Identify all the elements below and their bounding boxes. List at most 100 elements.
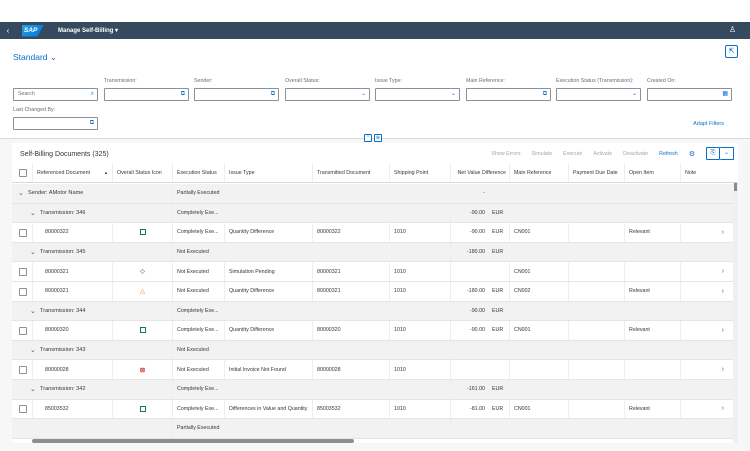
table-row[interactable]: 80000028 ⊠ Not Executed Initial Invoice Not…: [12, 360, 738, 380]
column-header-label[interactable]: Open Item: [629, 169, 654, 176]
transmission-field[interactable]: ⧉: [104, 88, 189, 101]
status-error-icon: ⊠: [139, 366, 146, 374]
shipping-point: 1010: [389, 282, 450, 301]
select-all-checkbox[interactable]: [19, 169, 27, 177]
column-header: Execution Status: [172, 163, 224, 182]
table-row[interactable]: 80000320 Completely Exe... Quantity Differ…: [12, 321, 738, 341]
chevron-down-icon[interactable]: ⌄: [30, 386, 36, 394]
column-header-label[interactable]: Issue Type: [229, 169, 255, 176]
group-header-row[interactable]: ⌄ Transmission: 345 Not Executed -180.00 EUR: [12, 242, 738, 263]
column-header-label[interactable]: Overall Status Icon: [117, 169, 162, 176]
column-header-label[interactable]: Shipping Point: [394, 169, 429, 176]
column-header: Payment Due Date: [568, 163, 624, 182]
group-header-row[interactable]: ⌄ Transmission: 343 Not Executed: [12, 340, 738, 361]
row-checkbox[interactable]: [19, 228, 27, 237]
back-icon[interactable]: ‹: [6, 26, 10, 35]
search-input[interactable]: Search ⌕: [13, 88, 98, 101]
app-title-menu[interactable]: Manage Self-Billing ▾: [58, 28, 119, 34]
chevron-down-icon[interactable]: ⌄: [18, 190, 24, 198]
activate-button[interactable]: Activate: [593, 150, 613, 157]
sender-field[interactable]: ⧉: [194, 88, 279, 101]
column-header-label[interactable]: Payment Due Date: [573, 169, 618, 176]
calendar-icon[interactable]: ▦: [722, 91, 728, 97]
table-toolbar: Show Errors Simulate Execute Activate De…: [491, 147, 734, 160]
status-success-icon: [139, 405, 146, 412]
created-on-field[interactable]: ▦: [647, 88, 732, 101]
group-header-row[interactable]: ⌄ Transmission: 342 Completely Exe... -161.…: [12, 380, 738, 400]
currency: EUR: [492, 405, 504, 412]
vertical-scrollbar[interactable]: [733, 183, 738, 443]
gear-icon[interactable]: ⚙: [688, 150, 695, 158]
execution-status: Not Executed: [172, 340, 224, 360]
navigate-icon[interactable]: ›: [721, 405, 724, 413]
chevron-down-icon[interactable]: ⌄: [30, 249, 36, 257]
variant-selector[interactable]: Standard ⌄: [13, 52, 57, 63]
horizontal-scrollbar[interactable]: [32, 439, 354, 443]
chevron-down-icon[interactable]: ⌄: [30, 209, 36, 217]
net-value-difference: -90.00: [450, 301, 488, 321]
execute-button[interactable]: Execute: [563, 150, 583, 157]
chevron-down-icon[interactable]: ⌄: [30, 307, 36, 315]
adapt-filters-button[interactable]: Adapt Filters: [693, 121, 724, 127]
search-icon[interactable]: ⌕: [90, 91, 94, 97]
value-help-icon[interactable]: ⧉: [270, 91, 275, 97]
navigate-icon[interactable]: ›: [721, 228, 724, 236]
currency: EUR: [492, 249, 504, 256]
export-menu-chevron-icon[interactable]: ⌄: [720, 147, 734, 160]
column-header-label[interactable]: Net Value Difference: [457, 169, 506, 176]
table-row[interactable]: 85003532 Completely Exe... Differences in …: [12, 399, 738, 420]
column-header: Main Reference: [509, 163, 568, 182]
navigate-icon[interactable]: ›: [721, 287, 724, 295]
execution-status-select[interactable]: ⌄: [556, 88, 641, 101]
last-changed-by-field[interactable]: ⧉: [13, 117, 98, 130]
currency: [488, 262, 509, 281]
net-value-difference: -180.00: [450, 282, 488, 301]
navigate-icon[interactable]: ›: [721, 268, 724, 276]
issue-type-select[interactable]: ⌄: [375, 88, 460, 101]
deactivate-button[interactable]: Deactivate: [623, 150, 649, 157]
group-header-row[interactable]: ⌄ Transmission: 346 Completely Exe... -90.0…: [12, 203, 738, 224]
column-header-label[interactable]: Execution Status: [177, 169, 217, 176]
column-header-label[interactable]: Note: [685, 169, 697, 176]
show-errors-button[interactable]: Show Errors: [491, 150, 521, 157]
column-header-label[interactable]: Main Reference: [514, 169, 552, 176]
main-reference-field[interactable]: ⧉: [466, 88, 551, 101]
overall-status-select[interactable]: ⌄: [285, 88, 370, 101]
navigate-icon[interactable]: ›: [721, 366, 724, 374]
open-item: Relevant: [624, 282, 680, 301]
pin-header-icon[interactable]: ⊕: [374, 134, 382, 142]
row-checkbox[interactable]: [19, 267, 27, 276]
collapse-header-icon[interactable]: ⌃: [364, 134, 372, 142]
row-checkbox[interactable]: [19, 287, 27, 296]
export-button[interactable]: ⎘: [706, 147, 720, 160]
column-header-label[interactable]: Transmitted Document: [317, 169, 371, 176]
simulate-button[interactable]: Simulate: [531, 150, 553, 157]
group-label: Transmission: 346: [40, 209, 86, 216]
refresh-button[interactable]: Refresh: [659, 150, 678, 157]
share-icon[interactable]: ⇱: [725, 45, 738, 58]
chevron-down-icon[interactable]: ⌄: [30, 347, 36, 355]
transmitted-document: 80000028: [312, 360, 389, 379]
overall-status-cell: ◇: [112, 262, 172, 281]
chevron-down-icon[interactable]: ⌄: [631, 91, 637, 97]
row-checkbox[interactable]: [19, 405, 27, 414]
table-row[interactable]: 80000321 ◇ Not Executed Simulation Pending 8…: [12, 262, 738, 282]
row-checkbox[interactable]: [19, 326, 27, 335]
chevron-down-icon[interactable]: ⌄: [360, 91, 366, 97]
column-header-label[interactable]: Referenced Document: [37, 169, 90, 176]
user-icon[interactable]: ♙: [728, 25, 736, 34]
currency: EUR: [492, 327, 504, 334]
table-row[interactable]: 80000321 △ Not Executed Quantity Difference…: [12, 282, 738, 302]
sort-ascending-icon[interactable]: ▲: [104, 170, 108, 175]
value-help-icon[interactable]: ⧉: [180, 91, 185, 97]
value-help-icon[interactable]: ⧉: [542, 91, 547, 97]
execution-status: Completely Exe...: [172, 380, 224, 399]
navigate-icon[interactable]: ›: [721, 326, 724, 334]
group-header-row[interactable]: ⌄ Transmission: 344 Completely Exe... -90.0…: [12, 301, 738, 322]
row-checkbox[interactable]: [19, 365, 27, 374]
table-row[interactable]: 80000322 Completely Exe... Quantity Differ…: [12, 223, 738, 243]
chevron-down-icon[interactable]: ⌄: [450, 91, 456, 97]
group-header-row[interactable]: ⌄ Sender: AMotor Name Partially Executed -: [12, 184, 738, 204]
vertical-scroll-thumb[interactable]: [734, 183, 737, 191]
value-help-icon[interactable]: ⧉: [89, 120, 94, 126]
